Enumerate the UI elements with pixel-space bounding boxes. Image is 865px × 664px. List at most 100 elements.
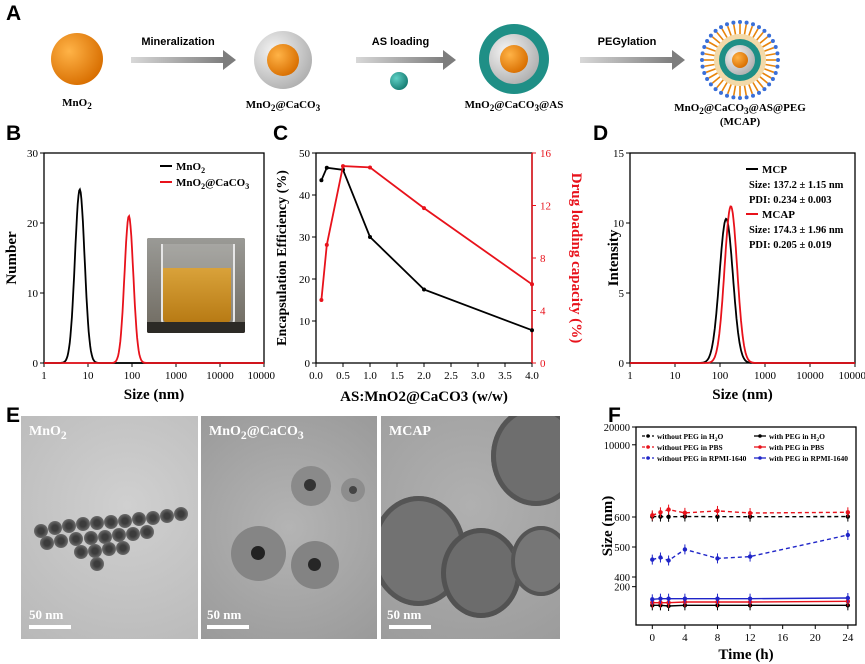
peg-chain [762, 41, 772, 48]
legend-size: Size: 137.2 ± 1.15 nm [749, 180, 844, 191]
x-tick-label: 1 [627, 370, 633, 382]
peg-chain [764, 46, 775, 52]
legend-label: without PEG in H2O [657, 432, 723, 443]
x-tick-label: 16 [777, 632, 789, 644]
legend-marker [646, 456, 650, 460]
x-tick-label: 12 [745, 632, 756, 644]
peg-head [713, 28, 718, 33]
x-tick-label: 10 [670, 370, 682, 382]
legend-label: without PEG in PBS [657, 443, 723, 452]
data-point [747, 510, 753, 516]
series-line-1 [44, 213, 264, 364]
panel-label-c: C [273, 122, 289, 145]
data-point [319, 178, 324, 183]
peg-chain [705, 68, 716, 74]
data-point [422, 287, 426, 292]
panel-label-f: F [608, 404, 621, 427]
arrow-label-mineralization: Mineralization [141, 36, 215, 48]
legend-pdi: PDI: 0.205 ± 0.019 [749, 240, 831, 251]
x-tick-label: 0 [650, 632, 656, 644]
y-tick-label: 30 [299, 232, 311, 244]
x-tick-label: 10000 [796, 370, 824, 382]
peg-chain [759, 76, 769, 84]
y-tick-label: 10 [613, 218, 625, 230]
nanoparticle [88, 544, 102, 558]
data-point [666, 507, 671, 512]
y-tick-label: 600 [614, 513, 630, 524]
y-axis-title: Number [4, 231, 20, 285]
peg-head [750, 93, 755, 98]
data-point [658, 596, 663, 601]
x-axis-title: Size (nm) [712, 387, 772, 403]
data-point [747, 554, 753, 559]
y-tick-label: 20000 [604, 423, 630, 434]
x-axis-title: Size (nm) [124, 387, 184, 403]
y-tick-label: 20 [299, 274, 311, 286]
y2-tick-label: 4 [540, 306, 546, 318]
step-label-mno2-caco3-as: MnO2@CaCO3@AS [464, 99, 564, 114]
nanoparticle [84, 531, 98, 545]
peg-chain [704, 52, 715, 57]
scale-label: 50 nm [29, 607, 64, 622]
nanoparticle [69, 532, 83, 546]
data-point [715, 508, 720, 514]
y-tick-label: 0 [305, 358, 311, 370]
nanoparticle [160, 509, 174, 523]
data-point [747, 596, 753, 601]
data-point [682, 547, 688, 552]
legend-label: MnO2 [176, 161, 205, 175]
x-tick-label: 1.5 [390, 370, 404, 382]
nanoparticle [54, 534, 68, 548]
peg-head [776, 58, 780, 62]
peg-chain [762, 72, 772, 79]
x-tick-label: 2.0 [417, 370, 431, 382]
peg-chain [756, 79, 764, 89]
tem-image-mcap: MCAP 50 nm [381, 416, 560, 639]
legend-pdi: PDI: 0.234 ± 0.003 [749, 195, 831, 206]
nanoparticle [98, 530, 112, 544]
data-point [650, 557, 655, 562]
peg-chain [765, 63, 776, 68]
y2-tick-label: 12 [540, 201, 551, 213]
data-point [658, 555, 663, 560]
y2-tick-label: 0 [540, 358, 546, 370]
step-label-mno2: MnO2 [62, 97, 92, 112]
scale-bar [389, 625, 431, 629]
y-tick-label: 400 [614, 573, 630, 584]
y-tick-label: 15 [613, 148, 625, 160]
peg-head [705, 39, 710, 43]
x-tick-label: 0.5 [336, 370, 350, 382]
peg-head [775, 64, 780, 69]
peg-chain [716, 79, 724, 89]
x-tick-label: 100 [712, 370, 729, 382]
x-tick-label: 8 [715, 632, 721, 644]
peg-chain [732, 85, 737, 96]
peg-head [731, 20, 736, 25]
peg-chain [765, 52, 776, 57]
peg-head [719, 25, 723, 30]
panel-label-b: B [6, 122, 22, 145]
arrow-pegylation [580, 57, 674, 63]
peg-head [719, 90, 723, 95]
schematic-diagram [51, 20, 780, 100]
nanoparticle [140, 525, 154, 539]
data-point [368, 235, 372, 239]
peg-head [767, 82, 772, 87]
y-tick-label: 10 [27, 288, 39, 300]
tem-image-mno2-caco3: MnO2@CaCO3 50 nm [201, 416, 377, 639]
y-tick-label: 500 [614, 543, 630, 554]
peg-head [708, 33, 713, 38]
peg-chain [711, 76, 721, 84]
data-point [319, 298, 324, 302]
data-point [666, 558, 671, 563]
peg-head [770, 39, 775, 43]
peg-chain [721, 28, 728, 38]
peg-chain [743, 85, 748, 96]
peg-head [744, 20, 749, 25]
x-tick-label: 2.5 [444, 370, 458, 382]
peg-head [757, 90, 761, 95]
y-tick-label: 50 [299, 148, 311, 160]
